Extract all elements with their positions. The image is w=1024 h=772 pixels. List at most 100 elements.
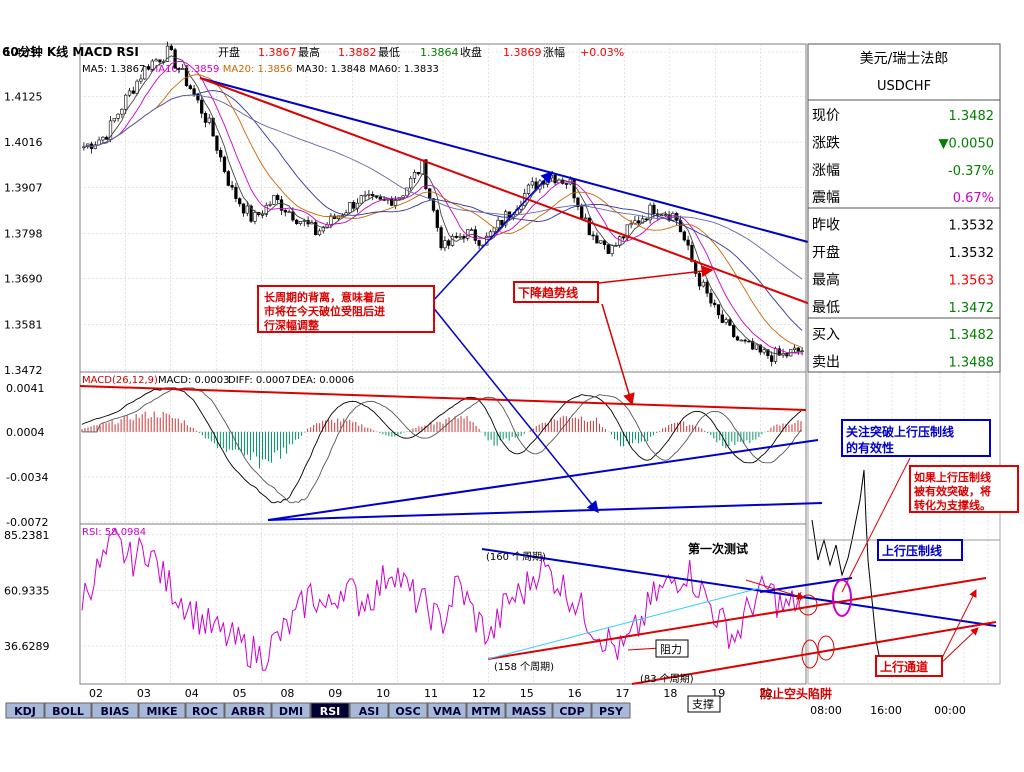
tab-label: BIAS [101,705,130,718]
x-tick-label: 12 [472,687,486,700]
tab-vma[interactable]: VMA [427,702,467,719]
y-tick-label: 0.0041 [6,382,45,395]
tab-roc[interactable]: ROC [185,702,225,719]
indicator-tabs: KDJ BOLL BIAS MIKE ROC ARBR DMI RSI ASI OSC VMA MTM… [5,702,631,719]
divergence-callout: 长周期的背离，意味着后 市将在今天破位受阻后进 行深幅调整 [257,285,435,333]
candle-body [549,174,553,179]
tab-rsi[interactable]: RSI [310,702,350,719]
candle-body [678,220,683,233]
rsi-legend: RSI: 58.0984 [82,527,146,538]
tab-bias[interactable]: BIAS [91,702,139,719]
rsi-channel-top [487,577,987,660]
candle-body [253,212,257,222]
up-channel-label: 上行通道 [880,659,928,674]
watch-break-callout: 关注突破上行压制线 的有效性 [841,419,991,457]
macd-lines [81,387,802,504]
circle-trap-1 [801,639,819,669]
x-tick-label: 02 [89,687,103,700]
if-break-line-2: 被有效突破，将 [914,484,991,498]
candle-body [701,281,705,287]
change-label: 涨幅 [543,46,565,59]
y-tick-label: -0.0072 [6,516,48,529]
tab-kdj[interactable]: KDJ [5,702,45,719]
quote-row-label: 震幅 [812,190,840,206]
candle-body [317,230,322,236]
candle-body [222,156,227,172]
candle-body [116,113,120,119]
candle-body [291,211,295,221]
arrow-to-macd-top [601,303,635,406]
arrow-up-channel-1 [937,589,977,667]
candle-body [264,204,268,215]
candle-body [454,236,458,238]
candle-body [386,198,390,201]
red-downtrend-line [199,77,849,319]
candle-body [154,59,158,62]
candle-body [393,199,398,206]
y-tick-label: 1.3907 [4,182,43,195]
circle-trap-2 [817,635,835,661]
candle-body [314,222,318,236]
x-tick-label: 18 [663,687,677,700]
candle-body [139,78,143,82]
candle-body [329,215,333,226]
x-tick-label: 09 [328,687,342,700]
header-title: 60分钟 K线 MACD RSI [2,44,139,59]
quote-row-label: 开盘 [812,244,840,261]
candle-body [112,118,116,122]
candle-body [439,227,443,249]
candle-body [302,220,306,222]
candle-body [682,231,686,241]
y-tick-label: -0.0034 [6,471,48,484]
candle-body [340,215,344,217]
tab-mass[interactable]: MASS [505,702,553,719]
quote-row-label: 买入 [812,327,840,343]
candle-body [196,93,200,101]
candle-body [276,195,280,201]
tab-boll[interactable]: BOLL [44,702,92,719]
candle-body [447,240,451,246]
tab-label: KDJ [14,705,36,718]
tab-asi[interactable]: ASI [349,702,389,719]
candle-body [796,347,800,352]
candle-body [477,240,481,246]
quote-name: 美元/瑞士法郎 [860,51,949,67]
candle-body [215,135,219,151]
rsi-line [81,527,802,671]
candle-body [648,204,652,221]
open-label: 开盘 [218,45,240,59]
mini-time-label: 16:00 [870,704,902,717]
candle-body [686,239,690,246]
candle-body [621,236,626,239]
ma5-line [83,55,803,356]
tab-label: MIKE [146,705,177,718]
macd-support-line [267,439,819,521]
candle-body [82,146,86,149]
candle-body [143,66,147,80]
tab-mike[interactable]: MIKE [138,702,186,719]
tab-mtm[interactable]: MTM [466,702,506,719]
candle-body [120,108,124,115]
candle-body [245,205,249,214]
y-tick-label: 1.3690 [4,273,43,286]
candle-body [697,273,702,287]
divergence-line-3: 行深幅调整 [263,318,319,332]
x-tick-label: 15 [520,687,534,700]
tab-arbr[interactable]: ARBR [224,702,272,719]
candle-body [458,235,462,238]
candle-body [412,172,417,179]
up-channel-callout: 上行通道 [875,655,943,677]
arrow-to-macd-divergence [431,305,599,514]
x-tick-label: 08 [280,687,294,700]
y-axis-ticks: 1.4231 1.4125 1.4016 1.3907 1.3798 1.3690 1.35… [4,46,50,653]
candle-body [770,355,774,362]
tab-psy[interactable]: PSY [591,702,631,719]
tab-dmi[interactable]: DMI [271,702,311,719]
tab-osc[interactable]: OSC [388,702,428,719]
candle-body [359,195,363,204]
ma-lines [83,55,803,356]
tab-cdp[interactable]: CDP [552,702,592,719]
y-tick-label: 1.4016 [4,136,43,149]
candle-body [716,304,721,316]
